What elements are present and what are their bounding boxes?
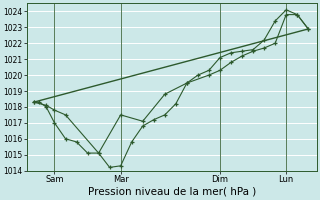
X-axis label: Pression niveau de la mer( hPa ): Pression niveau de la mer( hPa ) xyxy=(88,187,256,197)
